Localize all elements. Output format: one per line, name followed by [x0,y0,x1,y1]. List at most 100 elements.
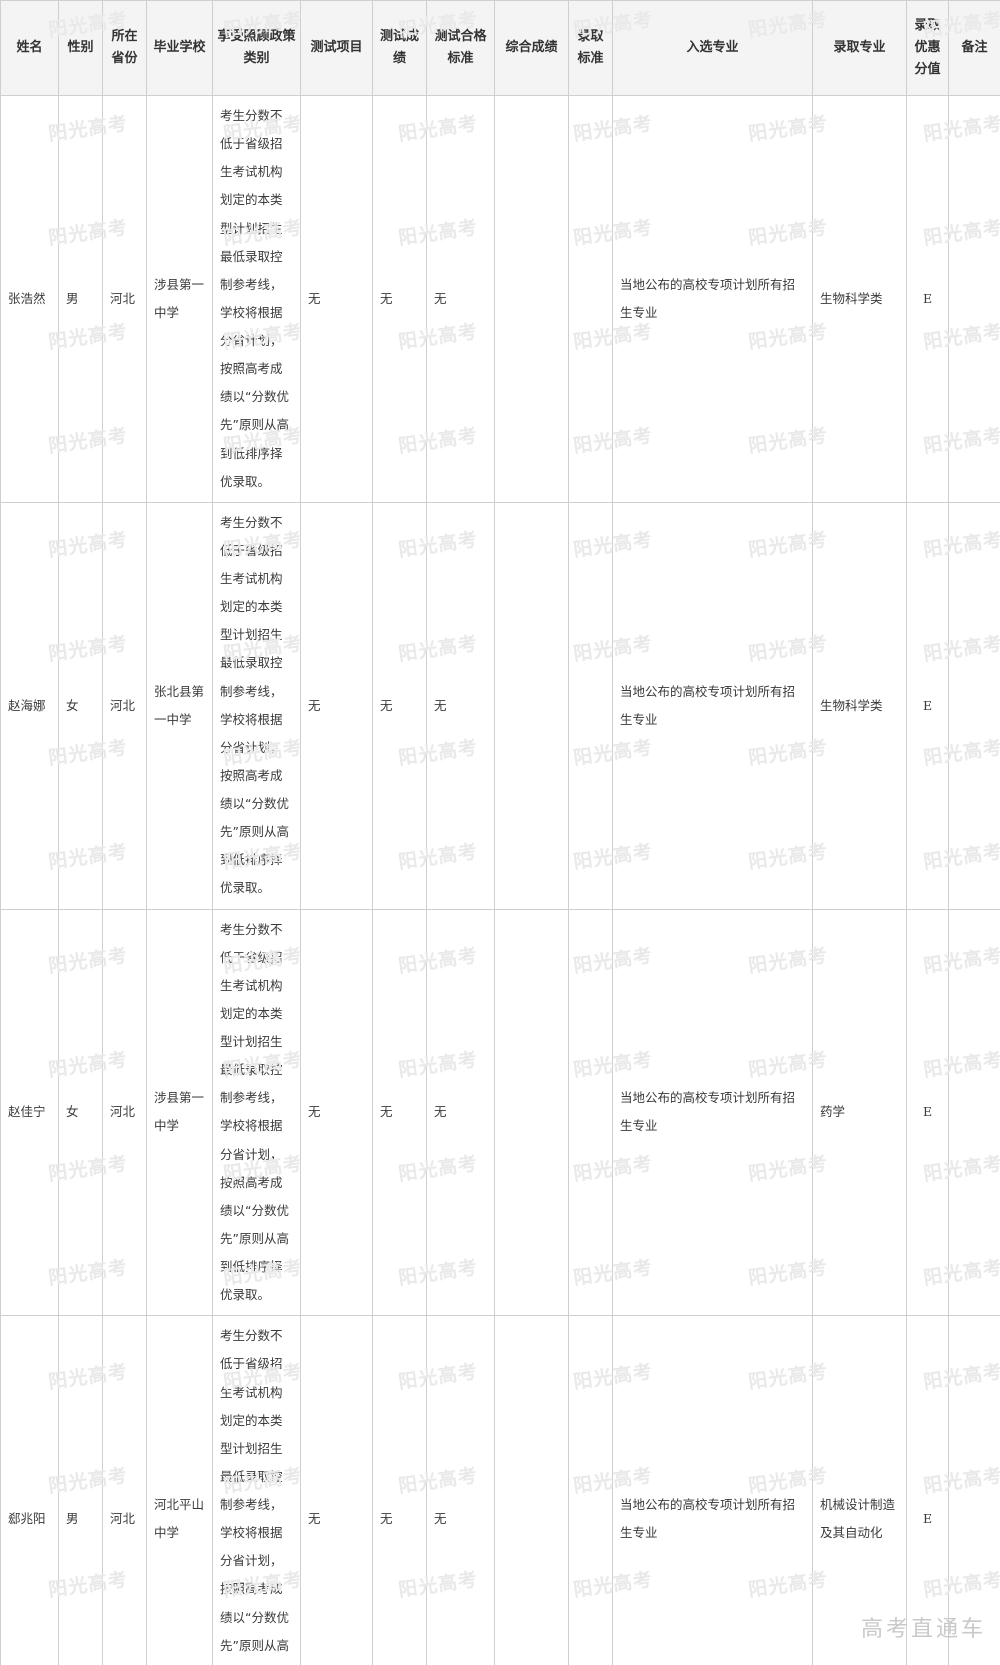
cell-pass: 无 [426,95,495,503]
cell-major: 当地公布的高校专项计划所有招生专业 [612,908,813,1317]
cell-comp [494,95,569,503]
cell-name: 赵佳宁 [0,908,59,1317]
cell-bonus: E [906,908,949,1317]
column-header-admission-standard: 录取 标准 [568,0,613,96]
cell-comp [494,501,569,910]
cell-item: 无 [300,501,373,910]
cell-std [568,908,613,1317]
cell-item: 无 [300,1315,373,1665]
cell-score: 无 [372,1315,427,1665]
cell-item: 无 [300,95,373,503]
column-header-test-item-label: 测试项目 [310,39,363,55]
cell-score: 无 [372,908,427,1317]
cell-admitted: 生物科学类 [812,501,907,910]
column-header-sex: 性别 [58,0,103,96]
cell-policy: 考生分数不低于省级招生考试机构划定的本类型计划招生最低录取控制参考线，学校将根据… [212,1315,301,1665]
column-header-admitted-major-label: 录取专业 [833,39,886,55]
column-header-bonus-points-label-line2: 优惠 [914,39,941,55]
cell-prov: 河北 [102,1315,147,1665]
cell-school: 涉县第一中学 [146,95,213,503]
column-header-policy: 享受照顾政策 类别 [212,0,301,96]
column-header-test-pass-label-line1: 测试合格 [434,28,487,44]
cell-pass: 无 [426,908,495,1317]
cell-name: 张浩然 [0,95,59,503]
column-header-bonus-points-label-line3: 分值 [914,62,941,78]
site-watermark: 高考直通车 [860,1617,986,1642]
cell-comp [494,908,569,1317]
column-header-policy-label-line2: 类别 [243,51,270,66]
cell-prov: 河北 [102,501,147,910]
cell-remark [948,1315,1000,1665]
table-row: 赵海娜女河北 张北县第一中学 考生分数不低于省级招生考试机构划定的本类型计划招生最低… [0,501,1000,910]
column-header-policy-label-line1: 享受照顾政策 [217,28,296,44]
table-body: 张浩然男河北 涉县第一中学 考生分数不低于省级招生考试机构划定的本类型计划招生最低录… [0,95,1000,1665]
cell-remark [948,908,1000,1317]
column-header-admission-standard-label-line2: 标准 [577,51,604,66]
column-header-province-label-line1: 所在 [111,28,138,44]
cell-score: 无 [372,501,427,910]
column-header-bonus-points-label-line1: 录取 [914,17,941,33]
cell-sex: 男 [58,95,103,503]
column-header-test-score-label: 测试成绩 [379,28,419,66]
cell-remark [948,501,1000,910]
cell-school: 河北平山中学 [146,1315,213,1665]
cell-std [568,1315,613,1665]
column-header-remark-label: 备注 [961,39,988,55]
cell-name: 郄兆阳 [0,1315,59,1665]
column-header-school: 毕业学校 [146,0,213,96]
column-header-test-score: 测试成绩 [372,0,427,96]
column-header-test-pass-label-line2: 标准 [447,51,474,66]
cell-major: 当地公布的高校专项计划所有招生专业 [612,501,813,910]
cell-prov: 河北 [102,908,147,1317]
column-header-admitted-major: 录取专业 [812,0,907,96]
cell-bonus: E [906,1315,949,1665]
column-header-admission-standard-label-line1: 录取 [577,28,604,44]
table-row: 郄兆阳男河北 河北平山中学 考生分数不低于省级招生考试机构划定的本类型计划招生最低录… [0,1315,1000,1665]
cell-bonus: E [906,501,949,910]
cell-major: 当地公布的高校专项计划所有招生专业 [612,95,813,503]
column-header-composite-score: 综合成绩 [494,0,569,96]
cell-std [568,501,613,910]
cell-prov: 河北 [102,95,147,503]
cell-std [568,95,613,503]
cell-admitted: 药学 [812,908,907,1317]
column-header-composite-score-label: 综合成绩 [505,39,558,55]
cell-school: 涉县第一中学 [146,908,213,1317]
cell-admitted: 机械设计制造及其自动化 [812,1315,907,1665]
column-header-bonus-points: 录取 优惠 分值 [906,0,949,96]
table-row: 张浩然男河北 涉县第一中学 考生分数不低于省级招生考试机构划定的本类型计划招生最低录… [0,95,1000,503]
cell-comp [494,1315,569,1665]
cell-sex: 男 [58,1315,103,1665]
column-header-selected-major-label: 入选专业 [686,39,739,55]
cell-policy: 考生分数不低于省级招生考试机构划定的本类型计划招生最低录取控制参考线，学校将根据… [212,95,301,503]
cell-policy: 考生分数不低于省级招生考试机构划定的本类型计划招生最低录取控制参考线，学校将根据… [212,501,301,910]
cell-bonus: E [906,95,949,503]
cell-item: 无 [300,908,373,1317]
column-header-school-label: 毕业学校 [153,39,206,55]
column-header-remark: 备注 [948,0,1000,96]
column-header-province-label-line2: 省份 [111,51,138,66]
cell-sex: 女 [58,501,103,910]
table-header-row: 姓名 性别 所在 省份 毕业学校 享受照顾政策 类别 测试项目 测试成绩 测试合… [0,0,1000,96]
table-row: 赵佳宁女河北 涉县第一中学 考生分数不低于省级招生考试机构划定的本类型计划招生最低录… [0,908,1000,1317]
table-header: 姓名 性别 所在 省份 毕业学校 享受照顾政策 类别 测试项目 测试成绩 测试合… [0,0,1000,96]
column-header-test-pass: 测试合格 标准 [426,0,495,96]
cell-sex: 女 [58,908,103,1317]
column-header-sex-label: 性别 [67,39,94,55]
cell-remark [948,95,1000,503]
column-header-name: 姓名 [0,0,59,96]
cell-pass: 无 [426,1315,495,1665]
column-header-selected-major: 入选专业 [612,0,813,96]
column-header-province: 所在 省份 [102,0,147,96]
cell-policy: 考生分数不低于省级招生考试机构划定的本类型计划招生最低录取控制参考线，学校将根据… [212,908,301,1317]
cell-admitted: 生物科学类 [812,95,907,503]
cell-name: 赵海娜 [0,501,59,910]
column-header-name-label: 姓名 [16,39,43,55]
cell-score: 无 [372,95,427,503]
cell-school: 张北县第一中学 [146,501,213,910]
column-header-test-item: 测试项目 [300,0,373,96]
cell-major: 当地公布的高校专项计划所有招生专业 [612,1315,813,1665]
cell-pass: 无 [426,501,495,910]
